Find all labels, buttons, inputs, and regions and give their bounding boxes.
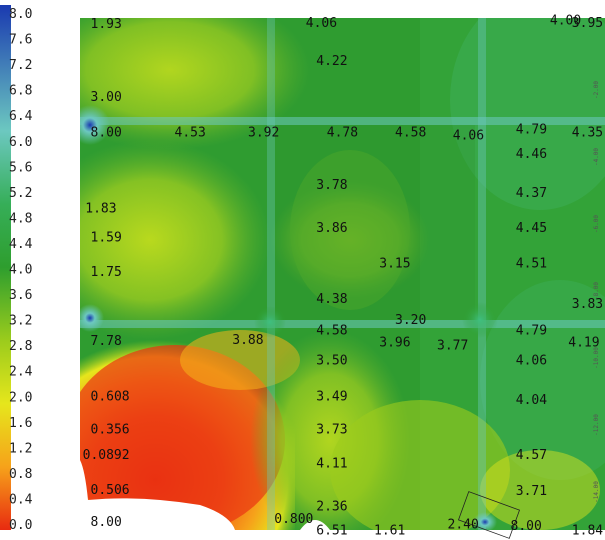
contour-value-label: 4.19 bbox=[568, 336, 599, 351]
colorbar-tick-label: 6.0 bbox=[9, 135, 32, 150]
contour-value-label: 1.59 bbox=[91, 231, 122, 246]
right-axis-tick-label: -8.00 bbox=[593, 282, 600, 300]
contour-field bbox=[80, 18, 605, 530]
contour-value-label: 3.86 bbox=[316, 221, 347, 236]
contour-value-label: 4.35 bbox=[572, 126, 603, 141]
contour-value-label: 4.22 bbox=[316, 54, 347, 69]
colorbar-tick-label: 3.2 bbox=[9, 314, 32, 329]
contour-value-label: 4.38 bbox=[316, 292, 347, 307]
colorbar-tick-label: 0.4 bbox=[9, 492, 33, 507]
right-axis-tick-label: -4.00 bbox=[593, 148, 600, 166]
colorbar-tick-label: 6.8 bbox=[9, 84, 32, 99]
contour-value-label: 1.75 bbox=[91, 265, 122, 280]
colorbar-tick-label: 7.2 bbox=[9, 58, 32, 73]
right-axis-tick-label: -12.00 bbox=[593, 414, 600, 436]
contour-value-label: 4.57 bbox=[516, 448, 547, 463]
element-outline bbox=[457, 491, 521, 539]
contour-value-label: 4.04 bbox=[516, 393, 547, 408]
colorbar-tick-label: 0.8 bbox=[9, 467, 32, 482]
contour-value-label: 8.00 bbox=[511, 519, 542, 534]
contour-value-label: 4.00 bbox=[550, 14, 581, 29]
contour-value-label: 4.06 bbox=[306, 16, 337, 31]
contour-value-label: 4.53 bbox=[175, 126, 206, 141]
contour-value-label: 3.77 bbox=[437, 339, 468, 354]
contour-value-label: 0.356 bbox=[91, 423, 130, 438]
contour-value-label: 1.83 bbox=[85, 201, 116, 216]
contour-value-label: 4.45 bbox=[516, 221, 547, 236]
contour-value-label: 3.78 bbox=[316, 178, 347, 193]
colorbar-tick-label: 2.4 bbox=[9, 365, 33, 380]
colorbar-tick-label: 4.4 bbox=[9, 237, 33, 252]
contour-value-label: 3.73 bbox=[316, 423, 347, 438]
contour-value-label: 3.00 bbox=[91, 90, 122, 105]
colorbar-tick-label: 5.2 bbox=[9, 186, 32, 201]
contour-value-label: 0.0892 bbox=[83, 448, 130, 463]
contour-value-label: 7.78 bbox=[91, 334, 122, 349]
colorbar-tick-label: 5.6 bbox=[9, 160, 32, 175]
contour-value-label: 1.84 bbox=[572, 523, 603, 538]
colorbar-tick-label: 0.0 bbox=[9, 518, 32, 533]
colorbar-tick-label: 8.0 bbox=[9, 7, 32, 22]
colorbar bbox=[0, 5, 11, 530]
contour-value-label: 4.11 bbox=[316, 456, 347, 471]
contour-value-label: 3.95 bbox=[572, 16, 603, 31]
colorbar-tick-label: 1.6 bbox=[9, 416, 32, 431]
contour-value-label: 3.96 bbox=[379, 336, 410, 351]
colorbar-tick-label: 3.6 bbox=[9, 288, 32, 303]
right-axis-tick-label: -6.00 bbox=[593, 215, 600, 233]
contour-value-label: 2.36 bbox=[316, 499, 347, 514]
contour-value-label: 3.50 bbox=[316, 353, 347, 368]
contour-value-label: 8.00 bbox=[91, 515, 122, 530]
contour-value-label: 4.06 bbox=[516, 353, 547, 368]
colorbar-tick-label: 6.4 bbox=[9, 109, 33, 124]
contour-value-label: 4.79 bbox=[516, 123, 547, 138]
contour-value-label: 2.40 bbox=[448, 517, 479, 532]
contour-value-label: 3.20 bbox=[395, 313, 426, 328]
contour-value-label: 3.71 bbox=[516, 484, 547, 499]
contour-value-label: 0.608 bbox=[91, 389, 130, 404]
colorbar-tick-label: 2.8 bbox=[9, 339, 32, 354]
colorbar-tick-label: 2.0 bbox=[9, 390, 32, 405]
contour-value-label: 4.79 bbox=[516, 323, 547, 338]
colorbar-ticks: 8.0 7.6 7.2 6.8 6.4 6.0 5.6 5.2 4.8 4.4 4.0 3.6 3.2 2… bbox=[9, 7, 33, 533]
contour-value-label: 3.92 bbox=[248, 126, 279, 141]
colorbar-tick-label: 4.8 bbox=[9, 211, 32, 226]
right-axis-tick-label: -14.00 bbox=[593, 481, 600, 503]
contour-value-label: 8.00 bbox=[91, 126, 122, 141]
colorbar-tick-label: 7.6 bbox=[9, 33, 32, 48]
right-axis-tick-label: -2.00 bbox=[593, 81, 600, 99]
contour-value-label: 4.37 bbox=[516, 186, 547, 201]
colorbar-tick-label: 4.0 bbox=[9, 263, 32, 278]
contour-value-label: 4.06 bbox=[453, 129, 484, 144]
contour-value-label: 0.800 bbox=[274, 512, 313, 527]
right-axis-ticks: -2.00 -4.00 -6.00 -8.00 -10.00 -12.00 -14.00 bbox=[593, 81, 600, 503]
colorbar-tick-label: 1.2 bbox=[9, 441, 32, 456]
right-axis-tick-label: -10.00 bbox=[593, 347, 600, 369]
contour-value-label: 4.78 bbox=[327, 126, 358, 141]
contour-value-label: 3.83 bbox=[572, 297, 603, 312]
contour-value-label: 4.58 bbox=[316, 323, 347, 338]
contour-value-labels: 1.93 4.06 4.003.95 4.22 3.00 8.00 4.53 3.92 4.78… bbox=[83, 14, 604, 539]
contour-value-label: 4.58 bbox=[395, 126, 426, 141]
contour-value-label: 3.49 bbox=[316, 389, 347, 404]
contour-value-label: 4.51 bbox=[516, 257, 547, 272]
contour-value-label: 4.46 bbox=[516, 147, 547, 162]
contour-value-label: 3.88 bbox=[232, 333, 263, 348]
contour-value-label: 1.61 bbox=[374, 523, 405, 538]
contour-value-label: 1.93 bbox=[91, 17, 122, 32]
contour-value-label: 3.15 bbox=[379, 257, 410, 272]
contour-value-label: 0.506 bbox=[91, 483, 130, 498]
contour-value-label: 6.51 bbox=[316, 523, 347, 538]
